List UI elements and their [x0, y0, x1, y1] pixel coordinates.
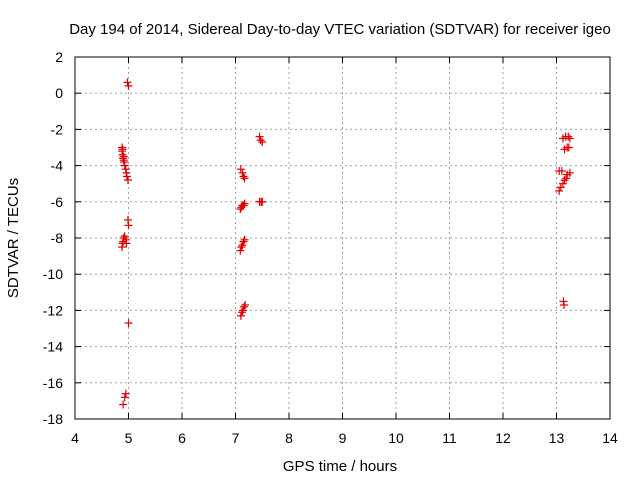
data-point [555, 186, 564, 195]
data-point [118, 145, 127, 154]
plot-frame [74, 56, 611, 420]
x-tick-label: 14 [602, 430, 618, 446]
y-axis-label: SDTVAR / TECUs [5, 178, 22, 298]
data-point [236, 165, 245, 174]
y-tick-label: -14 [43, 339, 63, 355]
data-point [120, 161, 129, 170]
data-point [240, 199, 249, 208]
data-point [564, 143, 573, 152]
x-tick-label: 13 [549, 430, 565, 446]
x-tick-label: 11 [442, 430, 457, 446]
x-tick-label: 4 [71, 430, 79, 446]
data-point [241, 300, 250, 309]
data-point [240, 235, 249, 244]
y-tick-label: -4 [51, 158, 64, 174]
data-point [119, 400, 128, 409]
x-tick-label: 6 [178, 430, 186, 446]
data-points [118, 78, 574, 409]
x-tick-label: 5 [125, 430, 133, 446]
data-point [236, 311, 245, 320]
y-tick-label: -10 [43, 266, 63, 282]
y-tick-label: -16 [43, 375, 63, 391]
y-tick-label: -8 [51, 230, 64, 246]
data-point [122, 239, 131, 248]
data-point [237, 308, 246, 317]
data-point [239, 172, 248, 181]
data-point [238, 168, 247, 177]
data-point [237, 243, 246, 252]
data-point [240, 302, 249, 311]
data-point [255, 132, 264, 141]
data-point [558, 179, 567, 188]
y-tick-label: 2 [55, 49, 63, 65]
grid-layer [75, 57, 610, 419]
data-point [256, 136, 265, 145]
x-tick-label: 8 [285, 430, 293, 446]
data-point [560, 176, 569, 185]
data-point [239, 201, 248, 210]
x-tick-label: 12 [495, 430, 511, 446]
data-point [123, 176, 132, 185]
y-tick-label: -12 [43, 302, 63, 318]
data-point [556, 183, 565, 192]
y-tick-label: -2 [51, 121, 64, 137]
data-point [565, 134, 574, 143]
data-point [236, 246, 245, 255]
data-point [238, 241, 247, 250]
data-point [562, 174, 571, 183]
data-point [124, 81, 133, 90]
chart-title: Day 194 of 2014, Sidereal Day-to-day VTE… [69, 21, 611, 38]
data-point [559, 300, 568, 309]
data-point [258, 197, 267, 206]
data-point [238, 306, 247, 315]
data-point [123, 78, 132, 87]
tick-layer: 4 5 6 7 8 9 10 11 12 13 14 2 0 -2 -4 -6 -8 -10 -12 -14 -16 -1… [43, 49, 618, 446]
data-point [121, 389, 130, 398]
data-point [258, 138, 267, 147]
data-point [122, 172, 131, 181]
data-point [557, 167, 566, 176]
y-tick-label: -6 [51, 194, 64, 210]
data-point [119, 152, 128, 161]
x-tick-label: 10 [388, 430, 404, 446]
data-point [124, 221, 133, 230]
data-point [120, 232, 129, 241]
data-point [565, 168, 574, 177]
data-point [120, 393, 129, 402]
data-point [124, 319, 133, 328]
x-tick-label: 7 [232, 430, 240, 446]
x-tick-label: 9 [339, 430, 347, 446]
data-point [564, 132, 573, 141]
y-tick-label: -18 [43, 411, 63, 427]
x-axis-label: GPS time / hours [283, 458, 397, 475]
data-point [240, 174, 249, 183]
data-point [239, 237, 248, 246]
y-tick-label: 0 [55, 85, 63, 101]
